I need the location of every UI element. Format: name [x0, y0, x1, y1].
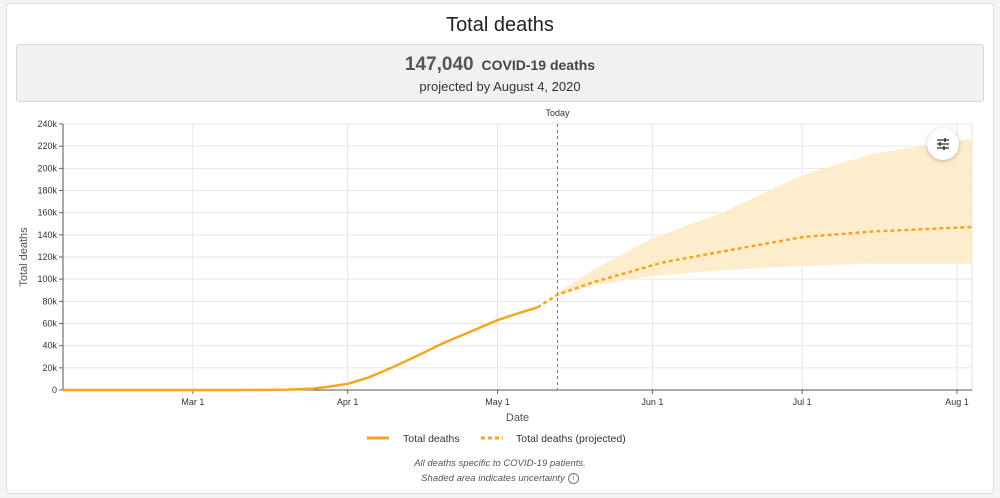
- y-tick-label: 60k: [42, 319, 57, 329]
- chart-settings-button[interactable]: [927, 128, 959, 160]
- x-tick-label: May 1: [485, 397, 510, 407]
- series-line-projected: [536, 225, 973, 309]
- sliders-icon: [937, 138, 949, 150]
- y-tick-label: 180k: [37, 186, 57, 196]
- y-tick-label: 220k: [37, 141, 57, 151]
- x-tick-label: Jun 1: [641, 397, 663, 407]
- y-tick-label: 100k: [37, 274, 57, 284]
- summary-box: 147,040 COVID-19 deaths projected by Aug…: [16, 44, 984, 102]
- footnote-deaths: All deaths specific to COVID-19 patients…: [414, 458, 586, 469]
- x-tick-label: Apr 1: [337, 397, 359, 407]
- today-label: Today: [545, 108, 570, 118]
- info-icon[interactable]: i: [567, 473, 579, 484]
- y-tick-label: 40k: [42, 341, 57, 351]
- y-tick-label: 200k: [37, 163, 57, 173]
- y-tick-label: 20k: [42, 363, 57, 373]
- x-tick-label: Aug 1: [945, 397, 969, 407]
- legend-label-actual: Total deaths: [403, 433, 460, 445]
- y-tick-label: 120k: [37, 252, 57, 262]
- projection-date-text: projected by August 4, 2020: [419, 79, 581, 94]
- legend-label-projected: Total deaths (projected): [516, 433, 626, 445]
- projected-deaths-number: 147,040: [404, 54, 474, 75]
- x-tick-label: Jul 1: [793, 397, 812, 407]
- x-tick-label: Mar 1: [181, 397, 204, 407]
- series-line-actual: [63, 306, 538, 392]
- footnote-uncertainty: Shaded area indicates uncertainty i: [0, 473, 1000, 484]
- y-tick-label: 140k: [37, 230, 57, 240]
- footnote-uncertainty-text: Shaded area indicates uncertainty: [421, 473, 565, 485]
- x-axis-title: Date: [506, 412, 529, 424]
- y-tick-label: 240k: [37, 119, 57, 129]
- page-title: Total deaths: [446, 14, 554, 36]
- y-tick-label: 80k: [42, 296, 57, 306]
- uncertainty-band: [557, 138, 972, 296]
- y-tick-label: 160k: [37, 208, 57, 218]
- y-tick-label: 0: [52, 385, 57, 395]
- y-axis-title: Total deaths: [18, 227, 30, 287]
- projected-deaths-unit: COVID-19 deaths: [481, 57, 596, 73]
